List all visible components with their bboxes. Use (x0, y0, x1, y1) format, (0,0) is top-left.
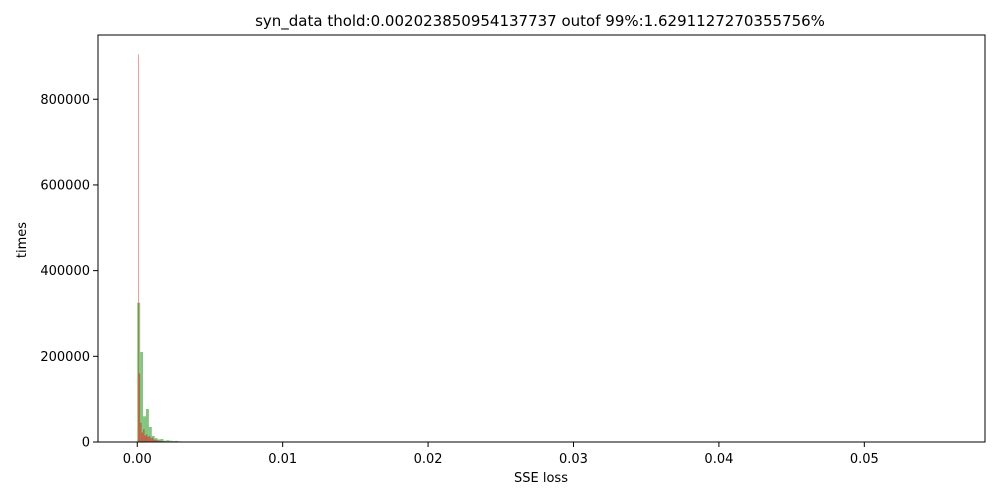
y-tick-label: 600000 (40, 178, 90, 193)
histogram-bar (151, 437, 154, 442)
x-axis-label: SSE loss (514, 471, 568, 486)
y-tick-label: 0 (82, 436, 90, 451)
x-axis: 0.00 0.01 0.02 0.03 0.04 0.05 (123, 442, 879, 467)
x-tick-label: 0.01 (268, 452, 297, 467)
histogram-bar (140, 352, 144, 442)
y-tick-label: 800000 (40, 93, 90, 108)
histogram-bar (148, 427, 152, 442)
histogram-bar (144, 435, 146, 442)
x-tick-label: 0.04 (704, 452, 733, 467)
histogram-bar (159, 440, 161, 442)
x-tick-label: 0.03 (559, 452, 588, 467)
histogram-bar (145, 434, 148, 442)
histogram-bar (156, 440, 158, 442)
histogram-bar (141, 432, 144, 442)
y-axis-label: times (15, 222, 30, 258)
histogram-bar (143, 429, 145, 442)
y-tick-label: 400000 (40, 264, 90, 279)
histogram-bar (150, 438, 152, 442)
x-tick-label: 0.02 (414, 452, 443, 467)
histogram-bar (166, 440, 170, 442)
histogram-bar (147, 436, 149, 442)
x-tick-label: 0.05 (850, 452, 879, 467)
plot-frame (97, 34, 986, 443)
x-tick-label: 0.00 (123, 452, 152, 467)
y-axis: 0 200000 400000 600000 800000 (40, 93, 98, 451)
histogram-bar (153, 439, 155, 442)
histogram-bar (154, 439, 157, 442)
histogram-bar (137, 54, 139, 443)
y-tick-label: 200000 (40, 350, 90, 365)
histogram-bar (160, 439, 164, 442)
histogram-bar (169, 440, 173, 442)
plot-area (98, 35, 985, 442)
histogram-bar (148, 436, 151, 442)
chart-title: syn_data thold:0.002023850954137737 outo… (255, 12, 825, 31)
histogram-bar (138, 373, 141, 442)
histogram-bar (140, 422, 142, 442)
histogram-bar (175, 440, 178, 442)
histogram-bar (157, 440, 160, 442)
histogram-bar (145, 409, 149, 442)
